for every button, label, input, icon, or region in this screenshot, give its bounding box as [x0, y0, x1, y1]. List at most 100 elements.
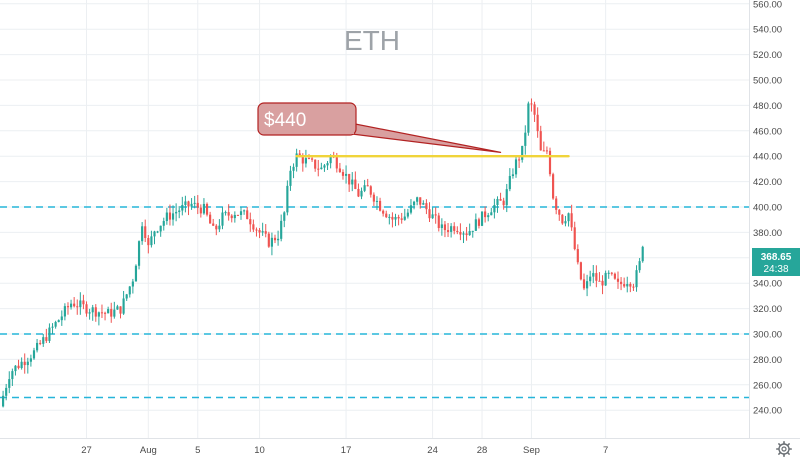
- horizontal-levels[interactable]: [0, 206, 749, 399]
- y-tick-label: 320.00: [753, 304, 782, 315]
- candle-body: [218, 225, 221, 230]
- candle-body: [314, 159, 317, 169]
- candle-body: [190, 203, 193, 207]
- candlesticks: [2, 98, 644, 408]
- candle-body: [610, 272, 613, 274]
- candle-body: [153, 231, 156, 237]
- candle-body: [613, 273, 616, 279]
- candle-body: [298, 153, 301, 157]
- price-callout[interactable]: $440: [257, 102, 502, 153]
- candle-body: [545, 150, 548, 152]
- y-tick-label: 520.00: [753, 50, 782, 61]
- candle-body: [360, 190, 363, 197]
- candle-body: [175, 211, 178, 214]
- callout-box: [257, 102, 357, 136]
- candle-body: [91, 307, 94, 313]
- candle-body: [422, 203, 425, 205]
- candle-body: [592, 273, 595, 277]
- candle-body: [539, 131, 542, 151]
- candle-body: [267, 233, 270, 247]
- last-price-countdown: 24:38: [763, 264, 788, 275]
- candle-body: [446, 230, 450, 232]
- candle-body: [437, 215, 440, 229]
- candle-body: [39, 342, 42, 344]
- candle-body: [391, 216, 394, 220]
- candle-body: [385, 213, 388, 218]
- y-tick-label: 560.00: [753, 0, 782, 10]
- candle-body: [193, 202, 196, 204]
- chart-title: ETH: [344, 25, 400, 56]
- candle-body: [307, 158, 311, 160]
- candle-body: [76, 306, 79, 308]
- candle-body: [616, 278, 620, 282]
- candle-body: [372, 194, 375, 202]
- candle-body: [558, 209, 561, 215]
- y-tick-label: 460.00: [753, 126, 782, 137]
- candle-body: [14, 365, 17, 372]
- candle-body: [434, 214, 437, 216]
- candle-body: [270, 237, 273, 247]
- candle-body: [521, 145, 524, 160]
- x-tick-label: 5: [195, 445, 200, 456]
- candle-body: [468, 231, 471, 236]
- candle-body: [212, 223, 215, 226]
- candle-body: [45, 337, 48, 341]
- candle-body: [119, 306, 122, 314]
- candle-body: [224, 212, 227, 214]
- candle-body: [181, 204, 184, 211]
- y-tick-label: 340.00: [753, 279, 782, 290]
- candle-body: [273, 237, 277, 241]
- candle-body: [629, 283, 632, 287]
- candle-body: [382, 210, 385, 214]
- gear-icon[interactable]: [775, 440, 793, 458]
- candle-body: [412, 201, 416, 206]
- candle-body: [252, 224, 255, 230]
- candle-body: [57, 320, 60, 322]
- vertical-grid: [86, 0, 607, 438]
- y-tick-label: 440.00: [753, 152, 782, 163]
- candle-body: [431, 214, 434, 219]
- y-tick-label: 480.00: [753, 101, 782, 112]
- candle-body: [638, 261, 641, 271]
- candle-body: [443, 224, 447, 231]
- candle-body: [548, 150, 552, 175]
- candle-body: [116, 306, 119, 310]
- x-tick-label: 24: [427, 445, 438, 456]
- candle-body: [514, 159, 518, 175]
- candle-body: [465, 233, 468, 236]
- candle-body: [20, 361, 23, 369]
- candle-body: [113, 309, 116, 317]
- candle-body: [261, 231, 264, 233]
- candle-body: [511, 174, 515, 177]
- callout-label: $440: [264, 110, 306, 131]
- candle-body: [246, 210, 249, 220]
- candle-body: [607, 272, 610, 274]
- y-tick-label: 380.00: [753, 228, 782, 239]
- time-axis[interactable]: 27 Aug 5 10 17 24 28 Sep 7: [0, 438, 800, 457]
- candle-body: [69, 303, 73, 308]
- candle-body: [221, 212, 224, 226]
- candle-body: [524, 132, 527, 146]
- candle-body: [450, 226, 453, 232]
- candle-body: [26, 361, 29, 366]
- x-tick-label: 10: [254, 445, 265, 456]
- candle-body: [8, 379, 11, 388]
- candle-body: [440, 224, 443, 229]
- candle-body: [147, 238, 150, 246]
- candle-body: [239, 211, 243, 215]
- candle-body: [97, 312, 100, 317]
- candle-body: [505, 189, 508, 206]
- candle-body: [35, 342, 39, 351]
- candle-body: [66, 306, 70, 308]
- candle-body: [280, 220, 283, 239]
- y-tick-label: 400.00: [753, 203, 782, 214]
- candle-body: [582, 279, 586, 289]
- candle-body: [477, 219, 481, 226]
- candle-body: [168, 212, 172, 220]
- candle-body: [604, 272, 607, 286]
- candle-body: [286, 185, 289, 213]
- candle-body: [533, 104, 536, 115]
- candle-body: [542, 150, 545, 152]
